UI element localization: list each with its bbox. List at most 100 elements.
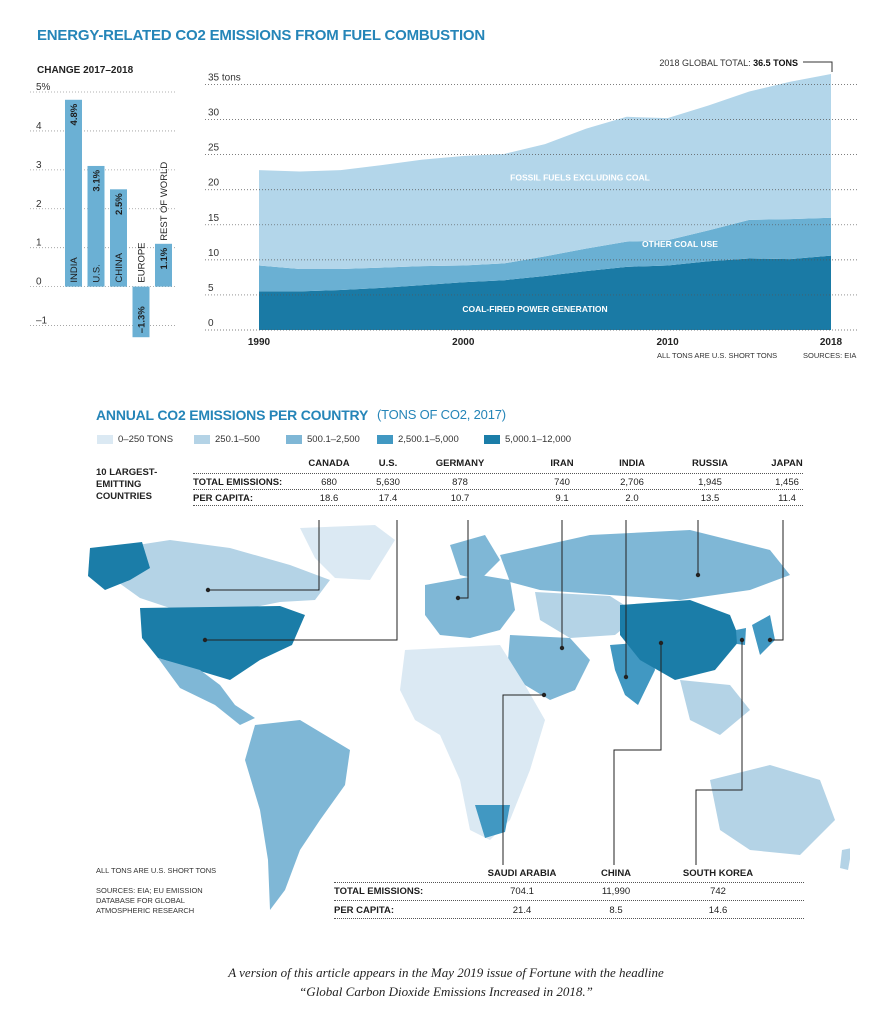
bar-category-label: REST OF WORLD (159, 162, 170, 241)
legend-label: 0–250 TONS (118, 434, 174, 445)
area-xtick-label: 2018 (820, 337, 843, 348)
top-row2-label: PER CAPITA: (193, 493, 253, 504)
bottom-country-name: SOUTH KOREA (682, 868, 754, 879)
map-japan (752, 615, 775, 655)
bottom-country-name: SAUDI ARABIA (487, 868, 557, 879)
map-europe (425, 575, 515, 638)
map-korea (736, 628, 746, 645)
table-rule (334, 918, 804, 919)
map-sources-note: SOURCES: EIA; EU EMISSION DATABASE FOR G… (96, 886, 203, 915)
legend-swatch (286, 434, 302, 444)
map-africa (400, 645, 545, 840)
annotation-leader (803, 61, 833, 72)
bottom-country-name: CHINA (600, 868, 632, 879)
leader-us (205, 520, 398, 641)
top-country-total: 1,456 (775, 477, 799, 488)
bar-value-label: 3.1% (92, 169, 103, 191)
top-country-per-capita: 10.7 (450, 493, 470, 504)
area-total-annotation: 2018 GLOBAL TOTAL: 36.5 TONS (659, 58, 798, 68)
top-country-per-capita: 11.4 (778, 493, 796, 504)
area-series-label: COAL-FIRED POWER GENERATION (462, 304, 607, 314)
bar-ytick-label: 4 (36, 121, 42, 132)
area-ytick-label: 20 (208, 178, 220, 189)
area-xtick-label: 2000 (452, 337, 475, 348)
bar-value-label: 1.1% (159, 247, 170, 269)
map-south-africa (475, 805, 510, 838)
area-ytick-label: 10 (208, 248, 220, 259)
top-row1-label: TOTAL EMISSIONS: (193, 477, 283, 488)
bar-category-label: INDIA (69, 257, 80, 283)
area-series (259, 74, 831, 269)
world-map (88, 520, 850, 910)
bar-ytick-label: 1 (36, 238, 42, 249)
map-greenland (300, 525, 395, 580)
leader-saudi (502, 694, 544, 865)
area-chart: 0 5 10 15 20 25 30 35 tons 1990 2000 2010 2018 COAL-… (205, 58, 858, 348)
map-mexico (158, 658, 255, 725)
bar-category-label: CHINA (114, 252, 125, 282)
area-series-label: FOSSIL FUELS EXCLUDING COAL (510, 173, 650, 183)
table-rule (334, 882, 804, 883)
top-country-per-capita: 17.4 (378, 493, 398, 504)
bar-category-label: EUROPE (137, 242, 148, 282)
bar-value-label: 4.8% (69, 103, 80, 125)
top-country-name: RUSSIA (692, 458, 728, 469)
area-ytick-label: 25 (208, 143, 220, 154)
bar-ytick-label: –1 (36, 316, 48, 327)
map-russia (500, 530, 790, 600)
legend-item: 250.1–500 (194, 434, 260, 445)
area-sources-note: SOURCES: EIA (803, 351, 857, 360)
map-se-asia (680, 680, 750, 735)
top-country-name: CANADA (308, 458, 350, 469)
bar (65, 99, 82, 287)
map-scandinavia (450, 535, 500, 580)
top-country-per-capita: 9.1 (555, 493, 569, 504)
bottom-country-total: 742 (710, 886, 726, 897)
legend-label: 500.1–2,500 (307, 434, 360, 445)
area-ytick-label: 5 (208, 283, 214, 294)
bar-value-label: –1.3% (137, 306, 148, 333)
leader-korea (695, 640, 743, 865)
bottom-country-per-capita: 14.6 (708, 905, 728, 916)
legend-label: 5,000.1–12,000 (505, 434, 572, 445)
map-subtitle: (TONS OF CO2, 2017) (377, 407, 506, 422)
map-title: ANNUAL CO2 EMISSIONS PER COUNTRY (96, 407, 369, 423)
area-units-note: ALL TONS ARE U.S. SHORT TONS (657, 351, 778, 360)
top-country-total: 1,945 (698, 477, 722, 488)
leader-japan (770, 520, 784, 641)
bar-category-label: U.S. (92, 264, 103, 282)
area-xtick-label: 1990 (248, 337, 271, 348)
bar-chart: –1 0 1 2 3 4 5% 4.8% INDIA 3.1% U.S. 2.5% CHINA –1.3%… (30, 82, 175, 338)
legend-item: 5,000.1–12,000 (484, 434, 571, 445)
map-china (620, 600, 740, 680)
top-country-name: GERMANY (435, 458, 485, 469)
bottom-country-per-capita: 21.4 (512, 905, 532, 916)
legend-swatch (484, 434, 500, 444)
table-rule (193, 505, 803, 506)
bar (110, 189, 127, 287)
bar (132, 286, 150, 338)
bar-ytick-label: 2 (36, 199, 42, 210)
bottom-country-total: 704.1 (510, 886, 534, 897)
bar (155, 243, 172, 287)
leader-china (613, 643, 662, 865)
bottom-row1-label: TOTAL EMISSIONS: (334, 886, 424, 897)
bar (87, 165, 105, 287)
legend-item: 0–250 TONS (97, 434, 173, 445)
table-rule (193, 473, 803, 474)
leader-germany (458, 520, 469, 599)
map-middle-east (508, 635, 590, 700)
legend-item: 500.1–2,500 (286, 434, 360, 445)
area-xtick-label: 2010 (656, 337, 679, 348)
legend-item: 2,500.1–5,000 (377, 434, 459, 445)
top-country-name: JAPAN (771, 458, 803, 469)
bar-chart-title: CHANGE 2017–2018 (37, 65, 134, 76)
map-usa (140, 606, 305, 680)
legend-swatch (377, 434, 393, 444)
article-caption-line1: A version of this article appears in the… (228, 965, 664, 980)
area-series (259, 255, 831, 330)
map-canada (105, 540, 330, 610)
top-country-per-capita: 13.5 (700, 493, 720, 504)
article-caption-line2: “Global Carbon Dioxide Emissions Increas… (299, 984, 593, 999)
legend-label: 250.1–500 (215, 434, 260, 445)
